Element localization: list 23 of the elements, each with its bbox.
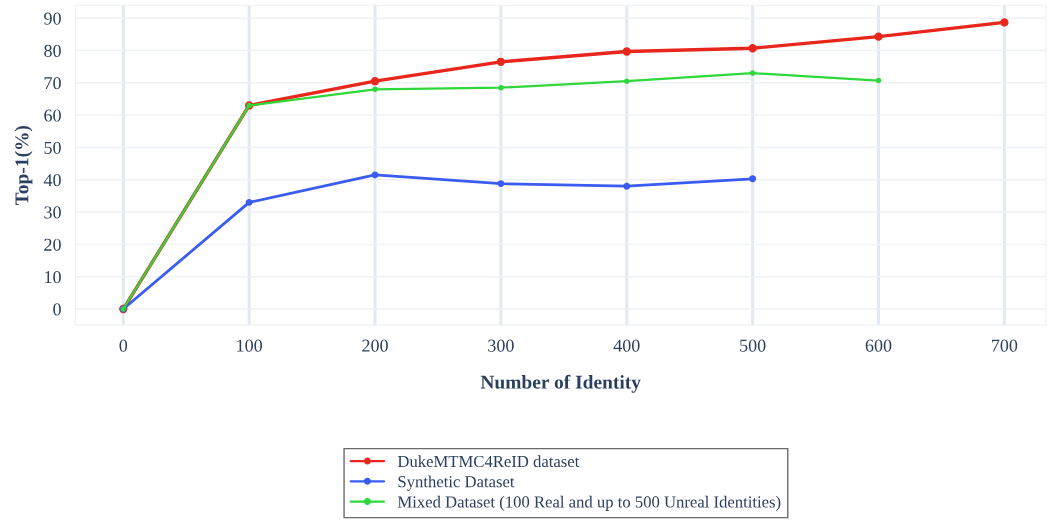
y-tick-label: 10 (45, 270, 61, 284)
y-tick-label: 70 (44, 77, 61, 90)
x-tick-label: 100 (237, 339, 263, 352)
y-tick-label: 90 (44, 12, 61, 25)
y-tick-label: 50 (44, 141, 61, 154)
legend-label: Synthetic Dataset (398, 475, 515, 491)
x-tick-label: 600 (865, 339, 892, 352)
x-tick-label: 400 (613, 339, 640, 352)
y-tick-label: 60 (44, 109, 61, 122)
legend-label: DukeMTMC4ReID dataset (397, 455, 580, 468)
x-tick-label: 0 (119, 339, 128, 352)
y-tick-label: 80 (44, 44, 61, 57)
y-tick-label: 20 (44, 238, 61, 251)
y-tick-label: 30 (44, 206, 61, 219)
x-tick-label: 300 (488, 339, 514, 352)
x-tick-label: 200 (362, 339, 388, 352)
y-tick-label: 40 (43, 174, 61, 187)
legend-label: Mixed Dataset (100 Real and up to 500 Unreal Identities) (397, 495, 781, 511)
y-axis-title: Top-1(%) (14, 125, 33, 206)
y-tick-label: 0 (53, 303, 61, 316)
x-tick-label: 700 (992, 339, 1018, 352)
x-axis-title: Number of Identity (480, 374, 641, 393)
x-tick-label: 500 (740, 339, 766, 352)
